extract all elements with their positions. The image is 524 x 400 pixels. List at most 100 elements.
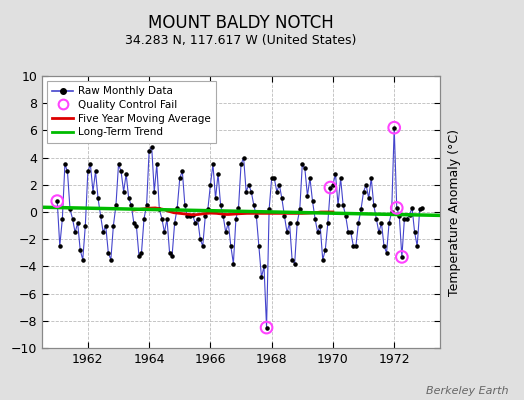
Point: [303, 192, 312, 199]
Point: [129, 220, 138, 226]
Point: [209, 161, 217, 168]
Point: [143, 202, 151, 208]
Point: [278, 195, 286, 202]
Point: [181, 202, 189, 208]
Point: [53, 198, 61, 204]
Point: [329, 182, 337, 188]
Point: [408, 205, 416, 211]
Point: [245, 182, 253, 188]
Point: [183, 213, 192, 219]
Point: [418, 205, 427, 211]
Point: [242, 188, 250, 195]
Point: [410, 229, 419, 236]
Point: [224, 220, 233, 226]
Point: [109, 222, 117, 229]
Point: [79, 256, 87, 263]
Point: [342, 213, 350, 219]
Point: [168, 252, 176, 259]
Point: [398, 254, 406, 260]
Point: [367, 175, 375, 181]
Point: [71, 229, 79, 236]
Point: [346, 229, 355, 236]
Point: [68, 216, 77, 222]
Point: [147, 144, 156, 150]
Point: [349, 243, 357, 249]
Point: [365, 195, 373, 202]
Point: [252, 213, 260, 219]
Point: [308, 198, 316, 204]
Point: [150, 188, 158, 195]
Point: [237, 161, 245, 168]
Point: [377, 220, 386, 226]
Point: [416, 206, 424, 212]
Point: [354, 220, 363, 226]
Point: [102, 222, 110, 229]
Point: [324, 220, 332, 226]
Point: [56, 243, 64, 249]
Point: [313, 229, 322, 236]
Point: [321, 247, 330, 253]
Point: [288, 256, 296, 263]
Point: [286, 220, 294, 226]
Point: [311, 216, 319, 222]
Point: [296, 206, 304, 212]
Point: [140, 216, 148, 222]
Point: [94, 195, 102, 202]
Point: [104, 250, 113, 256]
Point: [344, 229, 353, 236]
Point: [260, 263, 268, 270]
Point: [122, 171, 130, 177]
Text: Berkeley Earth: Berkeley Earth: [426, 386, 508, 396]
Point: [137, 250, 146, 256]
Point: [283, 229, 291, 236]
Point: [219, 213, 227, 219]
Point: [211, 195, 220, 202]
Point: [413, 243, 421, 249]
Point: [387, 209, 396, 215]
Point: [267, 175, 276, 181]
Point: [199, 243, 207, 249]
Point: [249, 202, 258, 208]
Point: [191, 220, 199, 226]
Point: [331, 171, 340, 177]
Point: [58, 216, 67, 222]
Point: [152, 161, 161, 168]
Point: [193, 216, 202, 222]
Point: [326, 184, 335, 191]
Point: [89, 188, 97, 195]
Point: [132, 222, 140, 229]
Point: [176, 175, 184, 181]
Y-axis label: Temperature Anomaly (°C): Temperature Anomaly (°C): [449, 128, 462, 296]
Point: [306, 175, 314, 181]
Point: [395, 213, 403, 219]
Point: [406, 212, 414, 218]
Point: [272, 188, 281, 195]
Point: [166, 250, 174, 256]
Point: [66, 206, 74, 212]
Text: 34.283 N, 117.617 W (United States): 34.283 N, 117.617 W (United States): [125, 34, 357, 47]
Point: [298, 161, 307, 168]
Point: [372, 216, 380, 222]
Point: [390, 124, 398, 131]
Point: [229, 260, 237, 267]
Point: [301, 165, 309, 172]
Point: [76, 247, 84, 253]
Point: [99, 229, 107, 236]
Point: [125, 195, 133, 202]
Point: [201, 213, 210, 219]
Point: [263, 324, 271, 331]
Point: [390, 124, 398, 131]
Point: [73, 220, 82, 226]
Point: [247, 188, 255, 195]
Point: [145, 148, 154, 154]
Point: [186, 213, 194, 219]
Point: [263, 324, 271, 331]
Point: [290, 260, 299, 267]
Point: [227, 243, 235, 249]
Point: [403, 216, 411, 222]
Point: [63, 168, 72, 174]
Point: [222, 229, 230, 236]
Point: [326, 184, 335, 191]
Point: [53, 198, 61, 204]
Point: [160, 229, 169, 236]
